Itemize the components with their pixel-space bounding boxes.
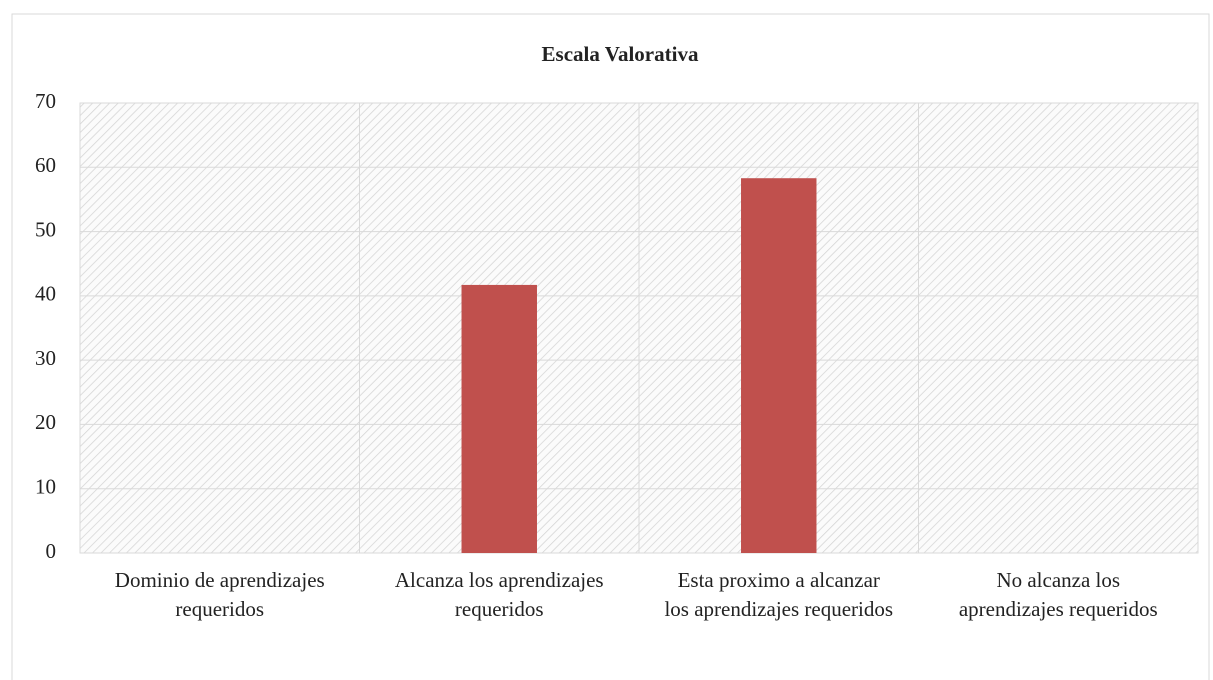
y-tick-label: 30 <box>35 346 56 370</box>
x-tick-label: Esta proximo a alcanzar los aprendizajes… <box>664 568 894 621</box>
y-tick-label: 20 <box>35 410 56 434</box>
bar <box>461 284 537 553</box>
x-tick-label: Alcanza los aprendizajes requeridos <box>394 568 604 621</box>
y-tick-label: 50 <box>35 217 56 241</box>
y-tick-label: 70 <box>35 89 56 113</box>
bar <box>741 178 817 553</box>
chart-title: Escala Valorativa <box>542 42 699 66</box>
y-tick-label: 0 <box>46 539 57 563</box>
chart-border <box>11 13 1210 680</box>
x-tick-label: No alcanza los aprendizajes requeridos <box>958 568 1158 621</box>
y-tick-label: 10 <box>35 475 56 499</box>
y-tick-label: 60 <box>35 153 56 177</box>
y-tick-label: 40 <box>35 282 56 306</box>
x-tick-label: Dominio de aprendizajes requeridos <box>114 568 325 621</box>
